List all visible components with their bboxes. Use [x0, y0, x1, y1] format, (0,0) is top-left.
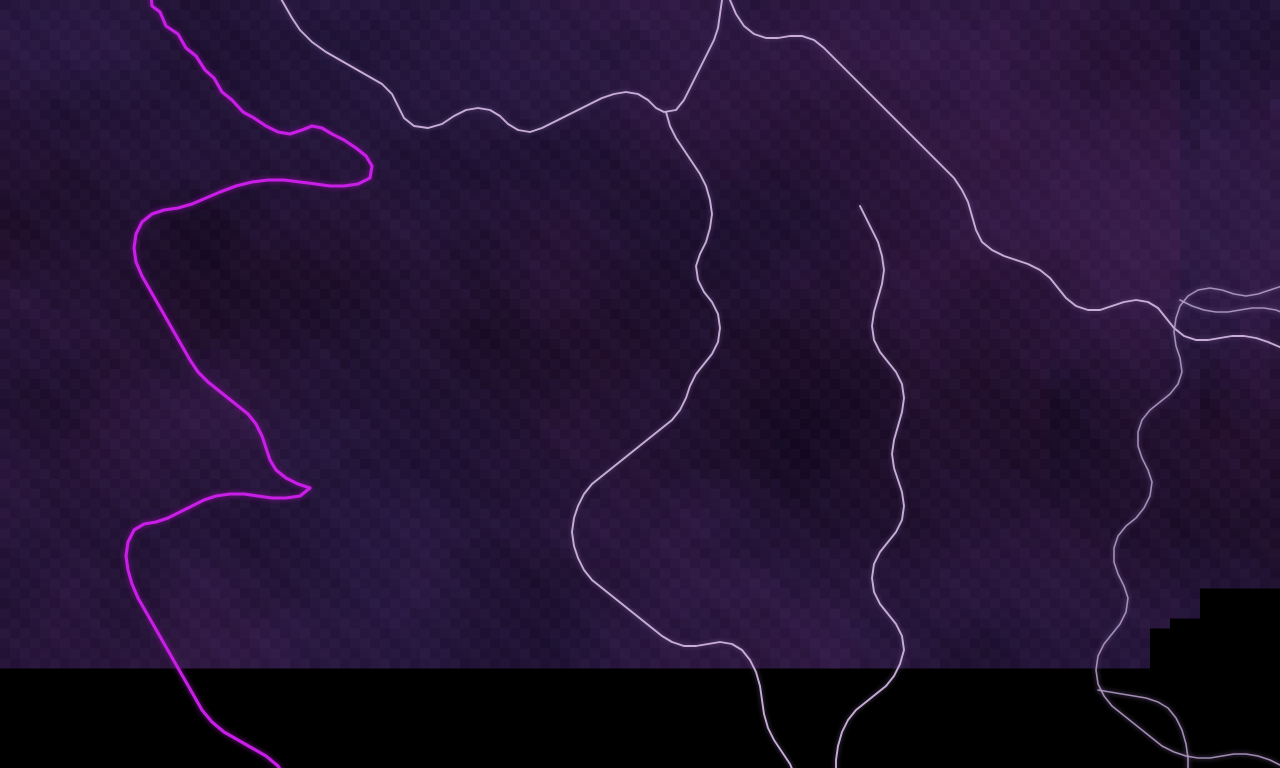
map-viewport[interactable]	[0, 0, 1280, 768]
radar-raster-layer	[0, 0, 1280, 768]
